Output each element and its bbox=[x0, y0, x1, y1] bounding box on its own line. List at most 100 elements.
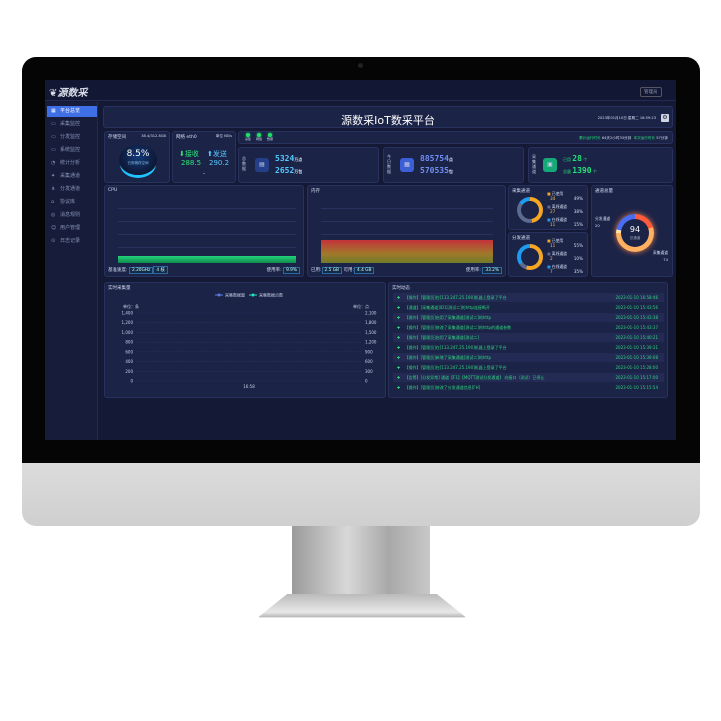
plus-icon: ✚ bbox=[397, 325, 402, 330]
donut-legend-value: 27 bbox=[550, 209, 556, 214]
collect-donut-label: 采集通道 bbox=[512, 189, 530, 194]
sidebar-item[interactable]: ⊙ 日志记录 bbox=[47, 236, 97, 247]
channel-total-value: 94 bbox=[629, 225, 641, 234]
sidebar-item-label: 协议库 bbox=[60, 199, 76, 205]
donut-chart bbox=[517, 197, 543, 223]
donut-legend-value: 2 bbox=[550, 256, 553, 261]
network-card: 网络 eth0 单位 KB/s ⬇接收 ⬆发送 288.5 290.2 - bbox=[172, 131, 236, 183]
channels-used: 已用 28 个 bbox=[563, 154, 588, 163]
plus-icon: ✚ bbox=[397, 315, 402, 320]
library-icon: ⌂ bbox=[51, 199, 55, 205]
activity-log-row[interactable]: ✚ 【操作】[管理员]修改了采集通道[测试二]的http的通道参数 2023-01… bbox=[393, 323, 664, 332]
sidebar-item-label: 分发监控 bbox=[60, 134, 81, 140]
total-data-card: 总数据 ▤ 5324万点 2652万包 bbox=[238, 147, 379, 183]
sidebar-item[interactable]: ◎ 消息规则 bbox=[47, 210, 97, 221]
status-light: 数据 bbox=[265, 133, 275, 141]
legend-label[interactable]: 采集数据点数 bbox=[259, 292, 283, 298]
status-dot-icon bbox=[246, 133, 250, 137]
activity-log-row[interactable]: ✚ 【操作】[管理员]在[113.247.25.190]机器上登录了平台 2023… bbox=[393, 293, 664, 302]
log-time: 2023-01-10 15:43:38 bbox=[615, 315, 658, 320]
today-icon: ▦ bbox=[400, 158, 414, 172]
sidebar-item[interactable]: ▦ 平台总览 bbox=[47, 106, 97, 117]
memory-usage-area bbox=[321, 239, 493, 263]
camera bbox=[358, 63, 363, 68]
log-type: 【操作】 bbox=[404, 335, 421, 340]
log-text: [管理员]在[113.247.25.190]机器上登录了平台 bbox=[420, 295, 507, 300]
cpu-usage-area bbox=[118, 256, 296, 263]
storage-value: 38.4/312.8GB bbox=[141, 134, 166, 138]
donut-legend-name: ■ 在线通道 bbox=[547, 264, 567, 269]
sidebar-item[interactable]: ▭ 系统监控 bbox=[47, 145, 97, 156]
y-tick-right: 1,200 bbox=[365, 340, 377, 345]
activity-log-row[interactable]: ✚ 【告警】[分发异常] 通道【F1】【MQTT测试分发通道】 向接口（测试）已… bbox=[393, 373, 664, 382]
plus-icon: ✚ bbox=[397, 305, 402, 310]
legend-marker bbox=[251, 293, 255, 297]
sidebar-item-label: 系统监控 bbox=[60, 147, 81, 153]
activity-log-row[interactable]: ✚ 【操作】[管理员]在[113.247.25.190]机器上登录了平台 2023… bbox=[393, 363, 664, 372]
plus-icon: ✚ bbox=[397, 375, 402, 380]
sidebar-item[interactable]: ⋔ 分发通道 bbox=[47, 184, 97, 195]
log-text: [管理员]启用了采集通道[测试二] bbox=[420, 335, 479, 340]
sidebar-item[interactable]: ☺ 用户管理 bbox=[47, 223, 97, 234]
donut-legend-value: 34 bbox=[550, 196, 556, 201]
send-value: 290.2 bbox=[209, 159, 230, 167]
monitor-stand bbox=[292, 526, 430, 596]
activity-log-row[interactable]: ✚ 【操作】[管理员]启用了采集通道[测试二]的http 2023-01-10 1… bbox=[393, 313, 664, 322]
sidebar-item[interactable]: ▭ 分发监控 bbox=[47, 132, 97, 143]
donut-legend-value: 7 bbox=[550, 269, 553, 274]
storage-label: 存储空间 bbox=[108, 135, 126, 140]
activity-log-row[interactable]: ✚ 【操作】[管理员]在[113.247.25.190]机器上登录了平台 2023… bbox=[393, 343, 664, 352]
cpu-card: CPU 基准速度: 2.20GHz 4 核 使用率: 9.9% bbox=[104, 185, 304, 277]
collect-value: 74 bbox=[663, 257, 668, 262]
x-tick: 16:58 bbox=[243, 384, 255, 389]
legend-label[interactable]: 采集数据量 bbox=[225, 292, 245, 298]
settings-icon[interactable]: ⚙ bbox=[661, 114, 669, 122]
monitor-chin bbox=[22, 463, 700, 526]
status-dot-icon bbox=[257, 133, 261, 137]
donut-legend-name: ■ 已使用 bbox=[547, 191, 564, 196]
log-text: [管理员]新增了采集通道[测试二]的http bbox=[420, 355, 492, 360]
y-tick-right: 2,100 bbox=[365, 311, 377, 316]
total-points: 5324万点 bbox=[275, 154, 303, 163]
donut-legend-name: ■ 已使用 bbox=[547, 238, 564, 243]
channel-total-donut bbox=[616, 214, 654, 252]
log-type: 【操作】 bbox=[404, 385, 421, 390]
log-text: [采集通道]ID1[测试二]的http连接断开 bbox=[420, 305, 490, 310]
activity-log-row[interactable]: ✚ 【操作】[管理员]启用了采集通道[测试二] 2023-01-10 15:40:… bbox=[393, 333, 664, 342]
log-time: 2023-01-10 16:58:46 bbox=[615, 295, 658, 300]
users-icon: ☺ bbox=[51, 225, 57, 231]
chart-title: 实时采集量 bbox=[108, 286, 131, 291]
sidebar-item-label: 统计分析 bbox=[60, 160, 81, 166]
status-light: 网络 bbox=[254, 133, 264, 141]
storage-percent: 8.5% bbox=[126, 149, 150, 159]
sidebar-item[interactable]: ✦ 采集通道 bbox=[47, 171, 97, 182]
sidebar-item[interactable]: ⌂ 协议库 bbox=[47, 197, 97, 208]
log-time: 2023-01-10 15:39:08 bbox=[615, 355, 658, 360]
total-data-label: 总数据 bbox=[242, 156, 246, 171]
collect-channel-donut-card: 采集通道 ■ 已使用 34 49% ■ 离线通道 27 38% ■ 在线通道 11 15% bbox=[508, 185, 588, 230]
collect-channels-label: 采集通道 bbox=[532, 154, 536, 174]
memory-label: 内存 bbox=[311, 189, 320, 194]
log-icon: ⊙ bbox=[51, 238, 56, 244]
monitor-icon: ▭ bbox=[51, 121, 56, 127]
today-data-label: 今日数据 bbox=[387, 154, 391, 174]
storage-sub: 已用储存空间 bbox=[127, 161, 149, 165]
donut-legend-pct: 15% bbox=[573, 222, 583, 227]
sidebar-item[interactable]: ◔ 统计分析 bbox=[47, 158, 97, 169]
monitor-icon: ▭ bbox=[51, 134, 56, 140]
activity-card: 实时动态 ✚ 【操作】[管理员]在[113.247.25.190]机器上登录了平… bbox=[388, 282, 668, 398]
admin-button[interactable]: 管理员 bbox=[640, 87, 662, 97]
sidebar-item[interactable]: ▭ 采集监控 bbox=[47, 119, 97, 130]
activity-log-row[interactable]: ✚ 【通道】[采集通道]ID1[测试二]的http连接断开 2023-01-10 … bbox=[393, 303, 664, 312]
activity-log-row[interactable]: ✚ 【操作】[管理员]修改了分发通道信息[FH] 2023-01-10 15:15… bbox=[393, 383, 664, 392]
y-tick-left: 1,000 bbox=[122, 330, 134, 335]
top-bar: ❦源数采 管理员 bbox=[45, 80, 676, 101]
activity-log-row[interactable]: ✚ 【操作】[管理员]新增了采集通道[测试二]的http 2023-01-10 1… bbox=[393, 353, 664, 362]
network-dash: - bbox=[203, 170, 206, 177]
log-type: 【通道】 bbox=[404, 305, 421, 310]
cpu-usage: 使用率: 9.9% bbox=[267, 267, 300, 274]
recv-value: 288.5 bbox=[181, 159, 202, 167]
monitor-foot bbox=[258, 594, 466, 618]
log-time: 2023-01-10 15:28:00 bbox=[615, 365, 658, 370]
plus-icon: ✚ bbox=[397, 335, 402, 340]
